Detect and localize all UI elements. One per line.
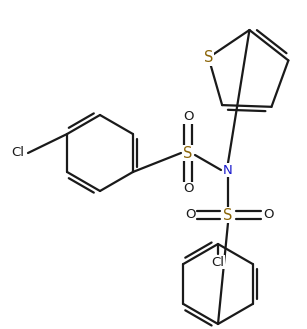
Text: S: S xyxy=(183,145,193,161)
Text: S: S xyxy=(204,50,213,65)
Text: Cl: Cl xyxy=(11,146,25,160)
Text: O: O xyxy=(183,183,193,195)
Text: O: O xyxy=(185,209,195,221)
Text: Cl: Cl xyxy=(212,256,224,268)
Text: S: S xyxy=(223,208,233,222)
Text: O: O xyxy=(183,111,193,123)
Text: O: O xyxy=(263,209,273,221)
Text: N: N xyxy=(223,164,233,176)
